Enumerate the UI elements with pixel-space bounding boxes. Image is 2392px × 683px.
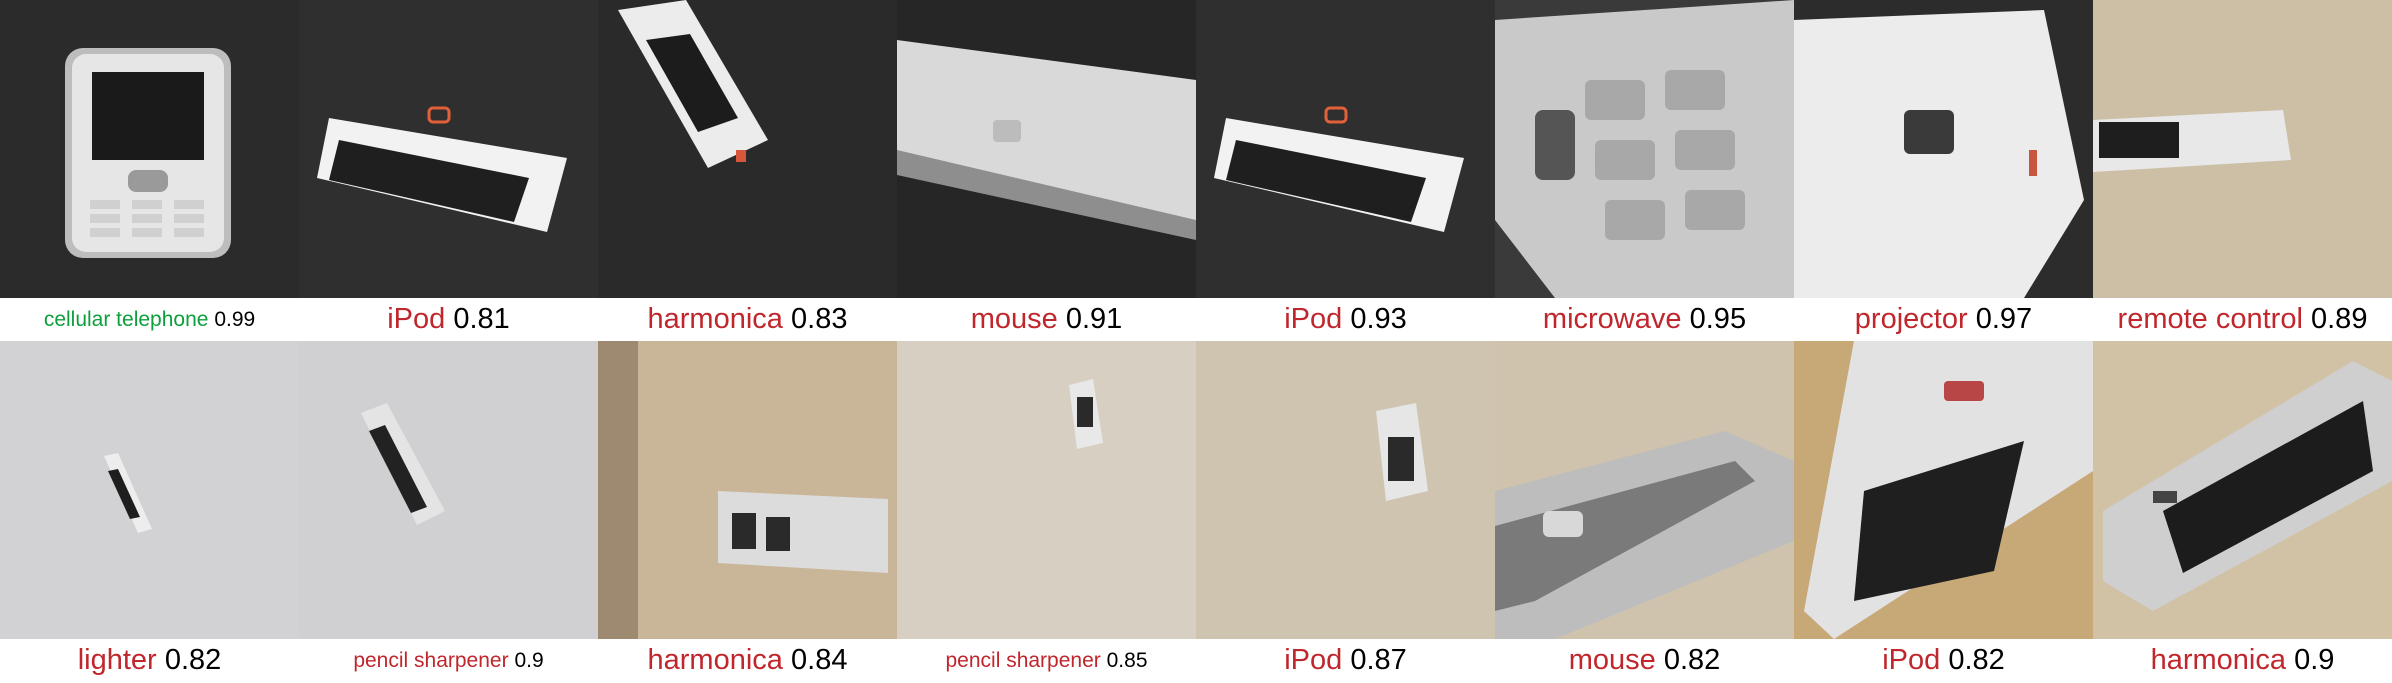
prediction-label: projector	[1854, 303, 1968, 335]
grid-cell: mouse 0.82	[1495, 341, 1794, 683]
prediction-label: mouse	[970, 303, 1058, 335]
prediction-label: iPod	[1284, 644, 1343, 676]
prediction-score: 0.89	[2311, 303, 2368, 335]
phone-photo	[0, 0, 299, 298]
grid-cell: pencil sharpener 0.9	[299, 341, 598, 683]
grid-cell: remote control 0.89	[2093, 0, 2392, 341]
prediction-caption: mouse 0.91	[897, 298, 1196, 341]
grid-cell: harmonica 0.9	[2093, 341, 2392, 683]
prediction-label: mouse	[1568, 644, 1656, 676]
grid-cell: harmonica 0.83	[598, 0, 897, 341]
prediction-score: 0.9	[514, 648, 544, 672]
prediction-label: microwave	[1542, 303, 1682, 335]
prediction-label: iPod	[1882, 644, 1941, 676]
grid-cell: mouse 0.91	[897, 0, 1196, 341]
prediction-caption: pencil sharpener 0.85	[897, 639, 1196, 682]
prediction-score: 0.84	[791, 644, 848, 676]
prediction-score: 0.93	[1350, 303, 1407, 335]
grid-cell: projector 0.97	[1794, 0, 2093, 341]
prediction-score: 0.85	[1106, 648, 1148, 672]
grid-cell: cellular telephone 0.99	[0, 0, 299, 341]
prediction-score: 0.91	[1065, 303, 1123, 335]
prediction-caption: iPod 0.87	[1196, 639, 1495, 682]
phone-photo	[2093, 341, 2392, 639]
prediction-score: 0.97	[1975, 303, 2033, 335]
prediction-label: pencil sharpener	[945, 648, 1101, 672]
phone-photo	[897, 341, 1196, 639]
prediction-caption: cellular telephone 0.99	[0, 298, 299, 341]
prediction-caption: pencil sharpener 0.9	[299, 639, 598, 682]
prediction-label: iPod	[1284, 303, 1343, 335]
phone-photo	[2093, 0, 2392, 298]
grid-cell: iPod 0.82	[1794, 341, 2093, 683]
prediction-caption: microwave 0.95	[1495, 298, 1794, 341]
phone-photo	[299, 0, 598, 298]
phone-photo	[1794, 341, 2093, 639]
phone-photo	[598, 0, 897, 298]
prediction-score: 0.81	[453, 303, 510, 335]
phone-photo	[1196, 0, 1495, 298]
prediction-label: remote control	[2117, 303, 2303, 335]
grid-cell: microwave 0.95	[1495, 0, 1794, 341]
phone-photo	[598, 341, 897, 639]
prediction-label: lighter	[77, 644, 157, 676]
prediction-caption: harmonica 0.9	[2093, 639, 2392, 682]
prediction-label: harmonica	[647, 303, 783, 335]
prediction-label: pencil sharpener	[353, 648, 509, 672]
prediction-caption: mouse 0.82	[1495, 639, 1794, 682]
prediction-score: 0.95	[1689, 303, 1747, 335]
phone-photo	[1196, 341, 1495, 639]
prediction-caption: remote control 0.89	[2093, 298, 2392, 341]
prediction-caption: iPod 0.93	[1196, 298, 1495, 341]
prediction-label: harmonica	[2150, 644, 2286, 676]
grid-cell: iPod 0.93	[1196, 0, 1495, 341]
prediction-label: iPod	[387, 303, 446, 335]
prediction-score: 0.87	[1350, 644, 1407, 676]
prediction-label: cellular telephone	[43, 307, 209, 331]
phone-photo	[1495, 0, 1794, 298]
prediction-caption: harmonica 0.84	[598, 639, 897, 682]
prediction-score: 0.9	[2294, 644, 2335, 676]
prediction-score: 0.82	[1948, 644, 2005, 676]
prediction-score: 0.83	[791, 303, 848, 335]
prediction-score: 0.82	[164, 644, 222, 676]
prediction-caption: harmonica 0.83	[598, 298, 897, 341]
phone-photo	[0, 341, 299, 639]
phone-photo	[299, 341, 598, 639]
phone-photo	[897, 0, 1196, 298]
prediction-caption: projector 0.97	[1794, 298, 2093, 341]
prediction-caption: iPod 0.82	[1794, 639, 2093, 682]
prediction-score: 0.99	[214, 307, 256, 331]
prediction-caption: lighter 0.82	[0, 639, 299, 682]
phone-photo	[1794, 0, 2093, 298]
prediction-score: 0.82	[1663, 644, 1721, 676]
prediction-caption: iPod 0.81	[299, 298, 598, 341]
grid-cell: harmonica 0.84	[598, 341, 897, 683]
prediction-label: harmonica	[647, 644, 783, 676]
grid-cell: lighter 0.82	[0, 341, 299, 683]
grid-cell: iPod 0.87	[1196, 341, 1495, 683]
grid-cell: pencil sharpener 0.85	[897, 341, 1196, 683]
grid-cell: iPod 0.81	[299, 0, 598, 341]
phone-photo	[1495, 341, 1794, 639]
